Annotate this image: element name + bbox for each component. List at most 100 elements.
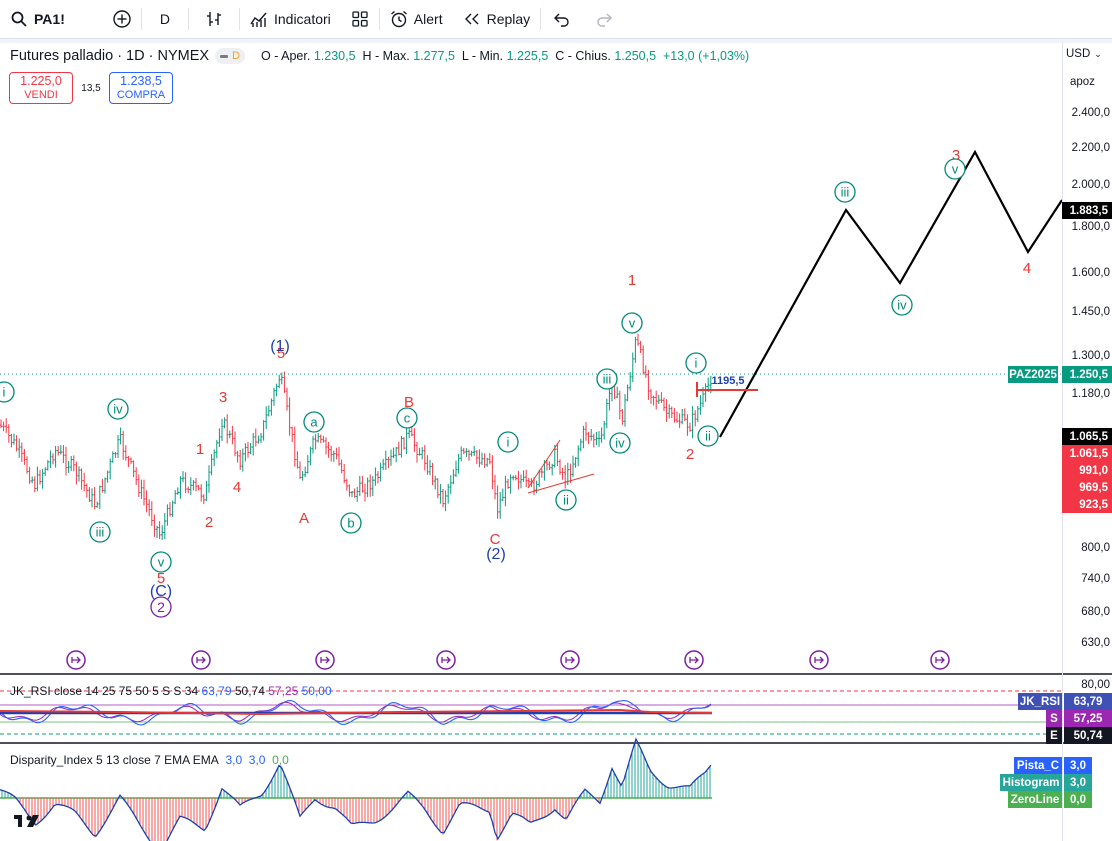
- circled-wave-label[interactable]: i: [497, 431, 519, 453]
- ohlc-bar: [691, 405, 694, 439]
- ohlc-bar: [366, 477, 369, 498]
- wave-count-label[interactable]: 1: [196, 441, 204, 458]
- ohlc-bar: [67, 460, 70, 473]
- ohlc-bar: [85, 483, 88, 498]
- level-price-tag: 991,0: [1062, 462, 1112, 479]
- redo-button[interactable]: [583, 0, 625, 38]
- event-marker-icon[interactable]: [560, 650, 580, 670]
- wave-degree-label[interactable]: (C): [150, 583, 172, 600]
- wave-count-label[interactable]: 4: [233, 479, 241, 496]
- ohlc-bar: [15, 435, 18, 452]
- circled-wave-label[interactable]: v: [150, 551, 172, 573]
- event-marker-icon[interactable]: [315, 650, 335, 670]
- close-label: C - Chius.: [555, 49, 611, 63]
- ohlc-bar: [431, 462, 434, 486]
- circled-wave-label[interactable]: iii: [596, 368, 618, 390]
- disparity-legend[interactable]: Disparity_Index 5 13 close 7 EMA EMA 3,0…: [10, 753, 289, 767]
- svg-text:iv: iv: [113, 402, 123, 417]
- wave-count-label[interactable]: 3: [952, 147, 960, 164]
- ohlc-bar: [236, 450, 239, 463]
- layouts-button[interactable]: [341, 0, 379, 38]
- buy-button[interactable]: 1.238,5 COMPRA: [109, 72, 173, 104]
- compare-button[interactable]: [75, 0, 141, 38]
- wave-count-label[interactable]: 5: [277, 345, 285, 362]
- wave-count-label[interactable]: 3: [219, 389, 227, 406]
- ohlc-bar: [88, 487, 91, 502]
- ohlc-bar: [241, 448, 244, 472]
- scale-mode-label[interactable]: apoz: [1070, 76, 1095, 88]
- wave-count-label[interactable]: 2: [686, 446, 694, 463]
- circled-wave-label[interactable]: iv: [609, 432, 631, 454]
- replay-button[interactable]: Replay: [453, 0, 541, 38]
- ohlc-bar: [38, 470, 42, 485]
- event-marker-icon[interactable]: [930, 650, 950, 670]
- wave-degree-label[interactable]: (2): [486, 546, 506, 563]
- ohlc-bar: [486, 457, 489, 467]
- ohlc-bar: [569, 463, 572, 484]
- ohlc-bar: [540, 468, 543, 478]
- circled-wave-label[interactable]: i: [0, 381, 15, 403]
- svg-text:iii: iii: [603, 372, 612, 387]
- ohlc-bar: [548, 461, 551, 470]
- ohlc-bar: [465, 448, 468, 457]
- wave-degree-label[interactable]: (1): [270, 338, 290, 355]
- circled-wave-label[interactable]: i: [685, 352, 707, 374]
- interval-button[interactable]: D: [142, 0, 188, 38]
- circled-wave-2-label[interactable]: 2: [150, 596, 172, 618]
- alert-label: Alert: [413, 11, 443, 27]
- wave-count-label[interactable]: 4: [1023, 260, 1031, 277]
- chart-title[interactable]: Futures palladio · 1D · NYMEX: [10, 48, 210, 64]
- circled-wave-label[interactable]: v: [944, 158, 966, 180]
- chart-type-button[interactable]: [189, 0, 239, 38]
- indicators-label: Indicatori: [273, 11, 331, 27]
- market-status-badge[interactable]: D: [215, 48, 245, 64]
- wave-count-label[interactable]: 5: [157, 570, 165, 587]
- undo-icon: [554, 13, 569, 27]
- alert-button[interactable]: Alert: [380, 0, 453, 38]
- currency-selector[interactable]: USD ⌄: [1066, 48, 1112, 60]
- circled-wave-label[interactable]: v: [621, 312, 643, 334]
- event-marker-icon[interactable]: [436, 650, 456, 670]
- event-marker-icon[interactable]: [66, 650, 86, 670]
- undo-button[interactable]: [541, 0, 583, 38]
- circled-wave-label[interactable]: iv: [107, 398, 129, 420]
- ohlc-bar: [436, 478, 439, 499]
- ohlc-bar: [639, 341, 642, 353]
- ohlc-bar: [161, 525, 164, 540]
- circled-wave-label[interactable]: c: [396, 407, 418, 429]
- event-marker-icon[interactable]: [809, 650, 829, 670]
- open-value: 1.230,5: [313, 49, 356, 63]
- spread-value: 13,5: [81, 82, 101, 94]
- toolbar-divider: [378, 8, 380, 30]
- ohlc-bar: [449, 475, 452, 495]
- price-scale-tick: 2.400,0: [1071, 107, 1110, 119]
- ohlc-bar: [506, 478, 510, 489]
- high-value: 1.277,5: [413, 49, 455, 63]
- circled-wave-label[interactable]: ii: [555, 489, 577, 511]
- wave-count-label[interactable]: B: [404, 394, 414, 411]
- circled-wave-label[interactable]: iii: [834, 181, 856, 203]
- circled-wave-label[interactable]: ii: [697, 425, 719, 447]
- wave-count-label[interactable]: C: [490, 531, 501, 548]
- sell-button[interactable]: 1.225,0 VENDI: [9, 72, 73, 104]
- add-circle-icon: [113, 10, 131, 28]
- ohlc-bar: [577, 445, 580, 467]
- wave-count-label[interactable]: 1: [628, 272, 636, 289]
- disparity-value-1: 3,0: [225, 753, 243, 767]
- wave-count-label[interactable]: A: [299, 510, 309, 527]
- symbol-search[interactable]: PA1!: [0, 0, 75, 38]
- wave-count-label[interactable]: 2: [205, 514, 213, 531]
- ohlc-bar: [7, 424, 10, 443]
- ohlc-bar: [244, 443, 247, 462]
- event-marker-icon[interactable]: [191, 650, 211, 670]
- ohlc-bar: [668, 404, 671, 419]
- circled-wave-label[interactable]: a: [303, 411, 325, 433]
- circled-wave-label[interactable]: iv: [891, 294, 913, 316]
- circled-wave-label[interactable]: iii: [89, 521, 111, 543]
- indicators-button[interactable]: Indicatori: [240, 0, 341, 38]
- circled-wave-label[interactable]: b: [340, 512, 362, 534]
- event-marker-icon[interactable]: [684, 650, 704, 670]
- ohlc-bar: [384, 450, 387, 470]
- rsi-legend[interactable]: JK_RSI close 14 25 75 50 5 S S 34 63,79 …: [10, 684, 332, 698]
